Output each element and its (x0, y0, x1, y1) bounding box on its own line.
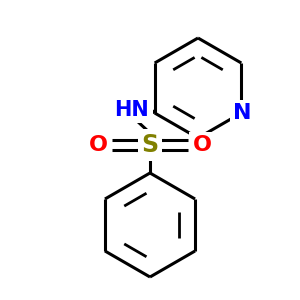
Text: O: O (88, 135, 107, 155)
Text: O: O (193, 135, 211, 155)
Text: S: S (141, 133, 159, 157)
Text: HN: HN (115, 100, 149, 120)
Text: N: N (233, 103, 252, 123)
